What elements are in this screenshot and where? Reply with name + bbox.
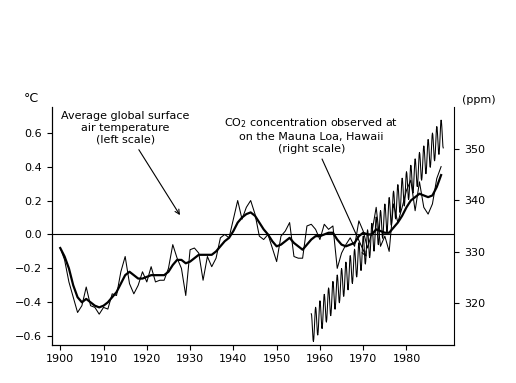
Text: °C: °C [23,92,39,105]
Text: Average global surface
air temperature
(left scale): Average global surface air temperature (… [61,111,189,214]
Text: CO$_2$ concentration observed at
on the Mauna Loa, Hawaii
(right scale): CO$_2$ concentration observed at on the … [224,117,398,256]
Text: (ppm): (ppm) [462,95,496,105]
